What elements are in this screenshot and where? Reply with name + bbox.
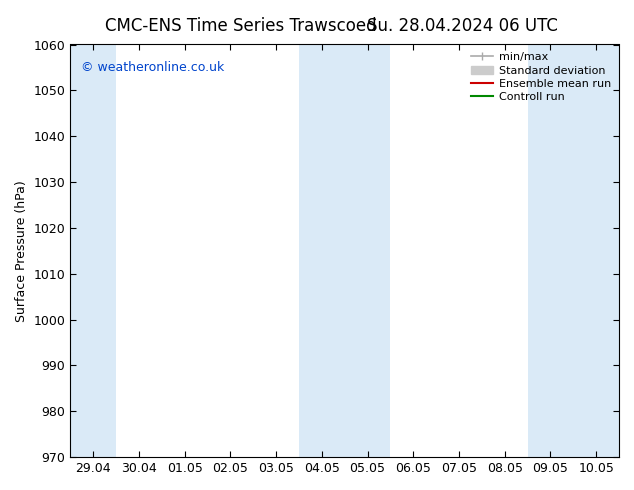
Text: © weatheronline.co.uk: © weatheronline.co.uk — [81, 61, 224, 74]
Text: CMC-ENS Time Series Trawscoed: CMC-ENS Time Series Trawscoed — [105, 17, 377, 35]
Bar — [70, 45, 116, 457]
Bar — [299, 45, 391, 457]
Legend: min/max, Standard deviation, Ensemble mean run, Controll run: min/max, Standard deviation, Ensemble me… — [467, 48, 616, 107]
Y-axis label: Surface Pressure (hPa): Surface Pressure (hPa) — [15, 180, 28, 322]
Bar — [527, 45, 619, 457]
Text: Su. 28.04.2024 06 UTC: Su. 28.04.2024 06 UTC — [367, 17, 559, 35]
